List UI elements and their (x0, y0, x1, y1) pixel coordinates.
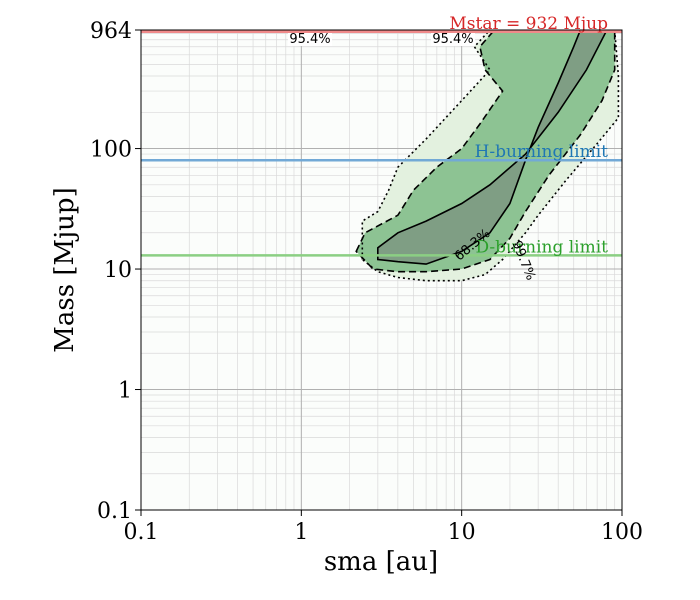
x-tick-label: 10 (448, 520, 476, 545)
plot-frame (140, 29, 623, 511)
contour-line-95-4 (355, 30, 616, 273)
contour-label-text: 95.4% (432, 32, 473, 47)
contour-label-background (288, 33, 332, 46)
x-axis-ticks: 0.1 1 10 100 (124, 510, 643, 545)
reference-lines: Mstar = 932 Mjup H-burning limit D-burning… (141, 14, 622, 257)
y-axis-title: Mass [Mjup] (50, 187, 80, 352)
contour-label-text: 95.4% (289, 32, 330, 47)
contour-fill-68-3 (377, 30, 611, 265)
contour-line-68-3 (377, 30, 611, 265)
contour-line-99-7 (361, 30, 620, 282)
y-tick-label: 0.1 (97, 499, 132, 524)
y-tick-label: 964 (90, 19, 132, 44)
contour-label: 95.4% (288, 32, 332, 47)
y-axis-ticks: 0.1 1 10 100 964 (90, 19, 141, 524)
x-axis-title: sma [au] (324, 547, 438, 577)
y-tick-label: 1 (118, 379, 132, 404)
contour-label-background (431, 33, 475, 46)
contour-label: 95.4% (431, 32, 475, 47)
y-tick-label: 100 (90, 138, 132, 163)
y-tick-label: 10 (104, 258, 132, 283)
reference-line-label: H-burning limit (475, 142, 609, 162)
x-tick-label: 1 (294, 520, 308, 545)
reference-line-label: Mstar = 932 Mjup (449, 14, 608, 34)
contour-fill-95-4 (356, 30, 615, 272)
x-tick-label: 100 (601, 520, 643, 545)
x-tick-label: 0.1 (124, 520, 159, 545)
reference-line-label: D-burning limit (475, 237, 608, 257)
